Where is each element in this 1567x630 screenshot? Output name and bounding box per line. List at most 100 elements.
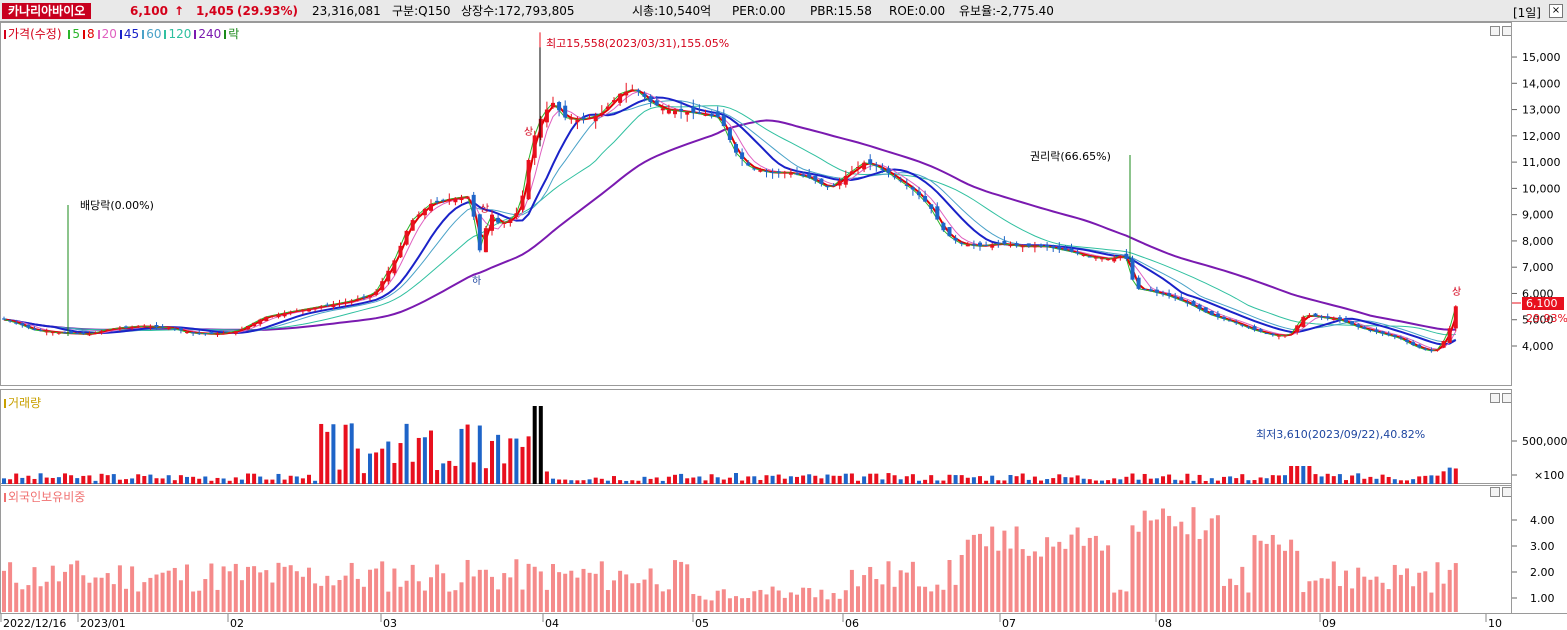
foreign-bar — [392, 568, 397, 612]
volume-bar — [514, 438, 519, 484]
foreign-bar — [136, 591, 141, 612]
candle-body — [746, 162, 751, 166]
candle-body — [1081, 255, 1086, 257]
candle-body — [642, 93, 647, 97]
volume-bar — [1447, 467, 1452, 484]
foreign-bar — [87, 582, 92, 612]
date-label: 07 — [1002, 617, 1016, 630]
ma-legend-item[interactable]: 240 — [194, 27, 221, 41]
candle-body — [612, 100, 616, 103]
foreign-bar — [910, 561, 915, 612]
candle-body — [660, 108, 665, 111]
foreign-bar — [1252, 535, 1257, 612]
candle-body — [496, 217, 501, 223]
foreign-bar — [1148, 520, 1153, 612]
foreign-bar — [660, 591, 665, 612]
volume-bar — [721, 479, 726, 484]
candle-body — [130, 326, 135, 328]
candle-body — [1429, 349, 1434, 351]
candle-body — [1289, 333, 1294, 335]
ma-legend-item[interactable]: 120 — [164, 27, 191, 41]
foreign-bar — [1222, 585, 1226, 612]
foreign-legend-title[interactable]: 외국인보유비중 — [8, 490, 86, 504]
close-icon[interactable]: × — [1549, 4, 1563, 18]
volume-bar — [477, 425, 482, 484]
ma-legend-item[interactable]: 8 — [83, 27, 95, 41]
candle-body — [1045, 244, 1050, 247]
volume-bar — [807, 474, 812, 484]
candle-body — [1362, 326, 1367, 329]
foreign-bar — [715, 590, 720, 612]
candle-body — [941, 222, 946, 231]
volume-bar — [178, 475, 183, 484]
candle-body — [160, 326, 165, 328]
volume-bar — [1417, 476, 1422, 484]
candle-body — [1270, 333, 1275, 335]
foreign-bar — [1197, 538, 1202, 612]
volume-bar — [1167, 474, 1172, 484]
ma-line — [3, 119, 1456, 331]
volume-bar — [508, 438, 513, 484]
volume-bar — [1057, 474, 1062, 484]
foreign-bar — [63, 571, 67, 612]
candle-body — [1453, 306, 1458, 329]
volume-legend: 거래량 — [4, 394, 41, 411]
volume-bar — [746, 476, 751, 484]
foreign-bar — [1106, 545, 1111, 612]
candle-body — [1130, 258, 1135, 280]
volume-bar — [752, 476, 757, 484]
ma-legend-item[interactable]: 45 — [119, 27, 139, 41]
foreign-bar — [904, 572, 909, 612]
candle-body — [929, 204, 934, 209]
candle-body — [508, 219, 513, 224]
volume-bar — [813, 475, 818, 484]
volume-bar — [386, 441, 391, 484]
ma-legend-item[interactable]: 5 — [68, 27, 80, 41]
foreign-bar — [1270, 534, 1275, 612]
period-selector[interactable]: [1일] — [1512, 6, 1541, 20]
panel-minimize-button[interactable] — [1490, 487, 1500, 497]
candle-body — [1191, 300, 1196, 306]
candle-body — [197, 333, 202, 335]
stock-name[interactable]: 카나리아바이오 — [2, 3, 92, 19]
ma-legend-item[interactable]: 락 — [224, 27, 239, 41]
foreign-bar — [795, 594, 799, 612]
date-label: 06 — [845, 617, 859, 630]
ma-legend-label: 5 — [72, 27, 80, 41]
ma-legend-item[interactable]: 20 — [97, 27, 117, 41]
change-arrow-icon: ↑ — [174, 4, 185, 18]
volume-bar — [1307, 466, 1312, 484]
volume-bar — [1435, 475, 1440, 484]
price-tick-label: 11,000 — [1522, 156, 1561, 169]
stock-chart[interactable]: 15,000 14,000 13,000 12,000 11,000 10,000 9,00… — [0, 22, 1567, 630]
candle-body — [1161, 293, 1165, 295]
volume-bar — [1100, 480, 1104, 484]
volume-bar — [1002, 480, 1007, 484]
volume-legend-title[interactable]: 거래량 — [8, 396, 42, 410]
candle-body — [258, 319, 263, 324]
price-tick-label: 10,000 — [1522, 182, 1561, 195]
legend-marker — [83, 30, 85, 39]
candle-body — [215, 334, 220, 336]
candle-body — [587, 117, 592, 119]
volume-bar — [2, 478, 6, 484]
foreign-bar — [1081, 545, 1086, 612]
ma-legend-item[interactable]: 60 — [142, 27, 161, 41]
high-annotation: 최고15,558(2023/03/31),155.05% — [546, 37, 729, 50]
price-legend-title[interactable]: 가격(수정) — [8, 27, 62, 41]
volume-bar — [581, 480, 586, 484]
panel-minimize-button[interactable] — [1490, 393, 1500, 403]
volume-bar — [917, 480, 921, 484]
candle-body — [1203, 307, 1208, 313]
candle-body — [343, 302, 348, 304]
price-tick-label: 5,000 — [1522, 314, 1554, 327]
volume-bar — [1118, 479, 1123, 484]
foreign-bar — [587, 572, 592, 612]
candle-body — [337, 303, 342, 305]
candle-body — [1179, 297, 1184, 301]
candle-body — [673, 110, 677, 115]
panel-minimize-button[interactable] — [1490, 26, 1500, 36]
foreign-bar — [740, 598, 745, 612]
volume-bar — [599, 478, 604, 484]
volume-bar — [1325, 473, 1330, 484]
